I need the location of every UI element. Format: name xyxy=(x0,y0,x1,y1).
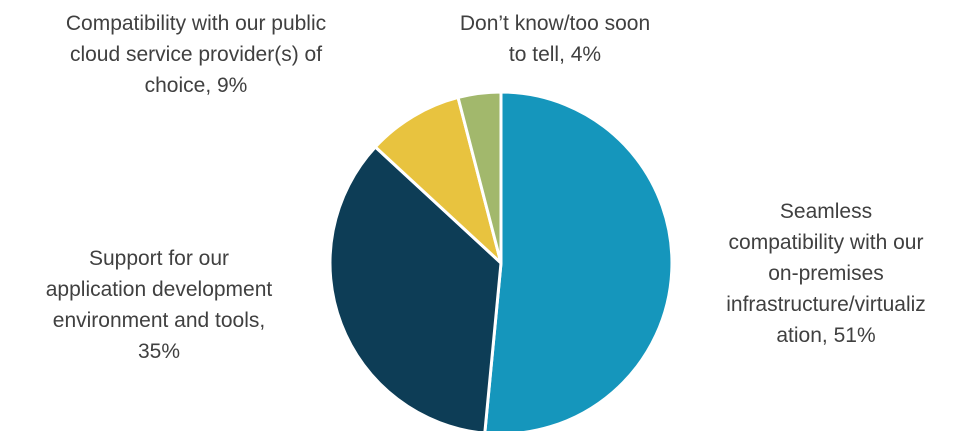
pie-slice-dont-know xyxy=(456,90,503,265)
pie-slices xyxy=(328,90,674,431)
pie-slice-seamless-compatibility xyxy=(483,90,674,431)
slice-label-dont-know: Don’t know/too soon to tell, 4% xyxy=(459,12,651,66)
pie-slice-support-app-dev xyxy=(328,145,503,431)
slice-label-support-app-dev: Support for our application development … xyxy=(45,247,273,363)
slice-label-public-cloud: Compatibility with our public cloud serv… xyxy=(65,12,327,97)
pie-slice-public-cloud xyxy=(373,95,503,265)
slice-label-seamless-compatibility: Seamless compatibility with our on-premi… xyxy=(726,200,926,347)
